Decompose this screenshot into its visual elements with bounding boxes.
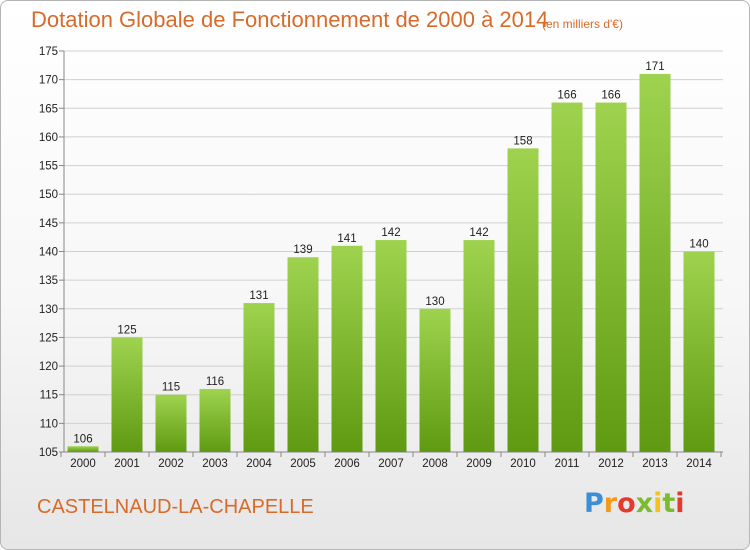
bar-2004: [243, 303, 275, 452]
value-label-2002: 115: [162, 382, 180, 394]
x-tick-label-2006: 2006: [334, 458, 360, 470]
bar-2008: [419, 308, 451, 452]
value-label-2003: 116: [206, 376, 224, 388]
x-tick-label-2010: 2010: [510, 458, 536, 470]
bar-2003: [199, 388, 231, 452]
y-tick-label: 115: [40, 390, 58, 402]
x-tick-label-2001: 2001: [114, 458, 140, 470]
value-label-2013: 171: [645, 61, 664, 73]
y-tick-label: 145: [39, 218, 58, 230]
bar-layer: [67, 73, 715, 453]
proxiti-logo[interactable]: Proxiti: [584, 488, 685, 519]
logo-letter: i: [653, 488, 663, 519]
chart-subtitle: (en milliers d'€): [542, 17, 623, 31]
y-tick-label: 160: [39, 132, 58, 144]
logo-letter: r: [603, 488, 618, 519]
y-tick-label: 175: [39, 46, 58, 58]
value-label-2010: 158: [513, 135, 532, 147]
x-tick-label-2012: 2012: [598, 458, 624, 470]
bar-2002: [155, 394, 187, 452]
logo-letter: o: [617, 488, 636, 519]
y-tick-label: 150: [39, 189, 58, 201]
bar-2006: [331, 245, 363, 452]
value-label-2009: 142: [469, 227, 488, 239]
value-label-2008: 130: [425, 296, 444, 308]
value-label-2004: 131: [249, 290, 268, 302]
commune-name: CASTELNAUD-LA-CHAPELLE: [37, 496, 314, 518]
value-label-2000: 106: [73, 433, 92, 445]
chart-title: Dotation Globale de Fonctionnement de 20…: [31, 7, 549, 32]
bar-2009: [463, 240, 495, 452]
x-tick-label-2007: 2007: [378, 458, 404, 470]
bar-2011: [551, 102, 583, 453]
x-tick-label-2005: 2005: [290, 458, 316, 470]
value-label-2007: 142: [381, 227, 400, 239]
x-tick-label-2013: 2013: [642, 458, 668, 470]
value-label-2012: 166: [601, 90, 620, 102]
y-tick-label: 155: [39, 161, 58, 173]
value-label-2006: 141: [337, 233, 356, 245]
x-tick-label-2011: 2011: [555, 458, 580, 470]
y-tick-label: 170: [39, 75, 58, 87]
bar-2013: [639, 73, 671, 453]
value-label-2014: 140: [689, 239, 708, 251]
bar-2005: [287, 257, 319, 452]
bar-2001: [111, 337, 143, 452]
logo-letter: P: [584, 488, 604, 519]
bar-2012: [595, 102, 627, 453]
y-tick-label: 130: [39, 304, 58, 316]
bar-2007: [375, 240, 407, 452]
bar-2000: [67, 446, 99, 452]
x-tick-label-2004: 2004: [246, 458, 272, 470]
x-tick-label-2009: 2009: [466, 458, 492, 470]
x-tick-label-2000: 2000: [70, 458, 96, 470]
y-tick-label: 125: [39, 332, 58, 344]
y-tick-label: 135: [39, 275, 58, 287]
value-label-2005: 139: [293, 244, 312, 256]
y-tick-label: 120: [39, 361, 58, 373]
y-tick-label: 105: [39, 447, 58, 459]
y-tick-label: 165: [39, 103, 58, 115]
y-tick-label: 110: [40, 418, 58, 430]
x-tick-label-2014: 2014: [686, 458, 712, 470]
logo-letter: t: [662, 488, 676, 519]
value-label-2001: 125: [117, 324, 136, 336]
logo-letter: x: [635, 488, 654, 519]
x-tick-label-2002: 2002: [158, 458, 184, 470]
logo-letter: i: [675, 488, 685, 519]
x-tick-label-2008: 2008: [422, 458, 448, 470]
label-layer: 106 125 115 116 131 139 141 142 130 142 158 166 166 1…: [73, 61, 708, 445]
value-label-2011: 166: [557, 90, 576, 102]
bar-2014: [683, 251, 715, 452]
x-tick-label-2003: 2003: [202, 458, 228, 470]
y-tick-label: 140: [39, 247, 58, 259]
bar-2010: [507, 148, 539, 452]
